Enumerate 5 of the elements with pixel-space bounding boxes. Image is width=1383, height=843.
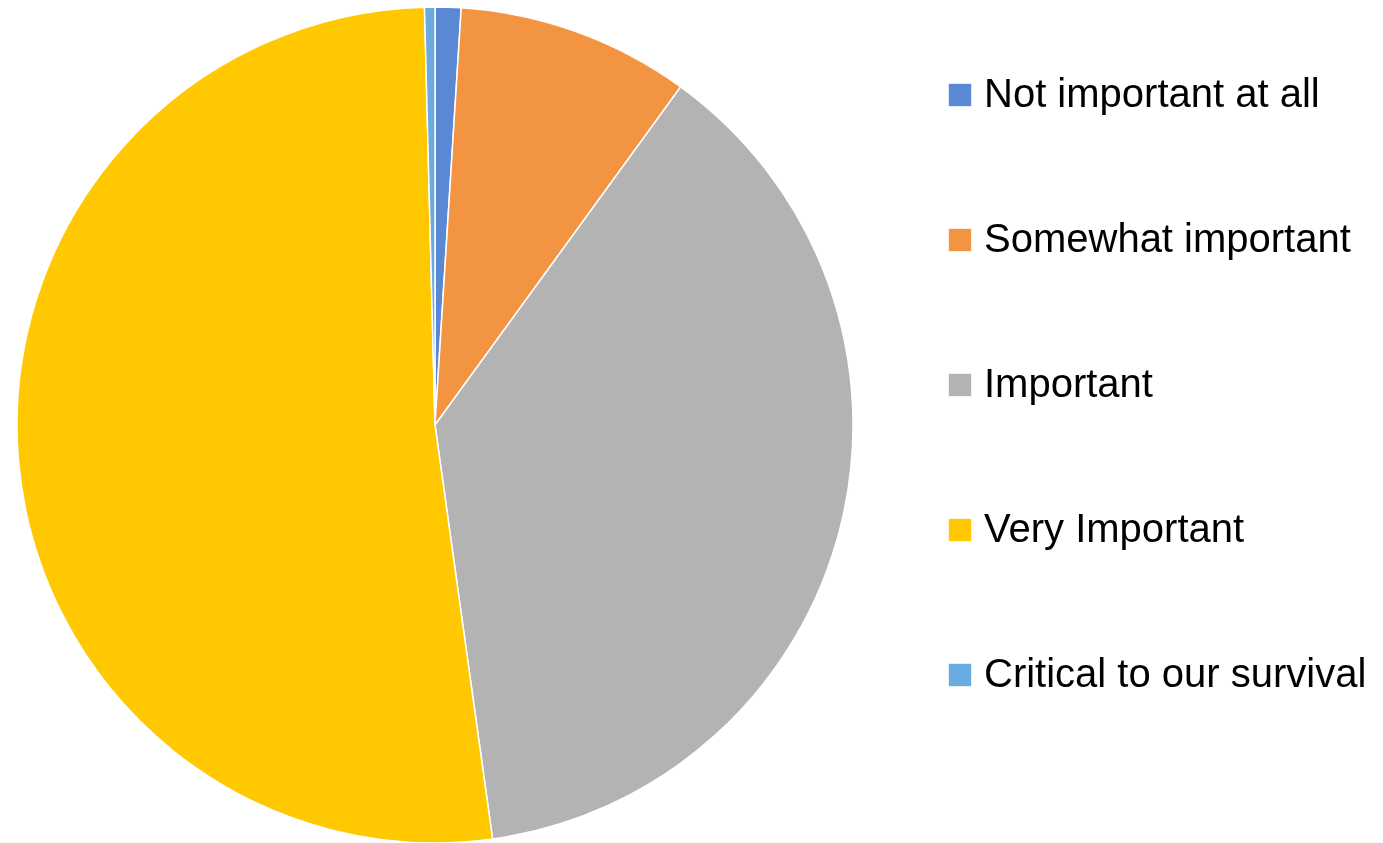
legend-label: Not important at all (984, 71, 1320, 115)
legend-label: Critical to our survival (984, 651, 1367, 695)
legend-label: Somewhat important (984, 216, 1351, 260)
legend-label: Very Important (984, 506, 1245, 550)
legend-label: Important (984, 361, 1153, 405)
